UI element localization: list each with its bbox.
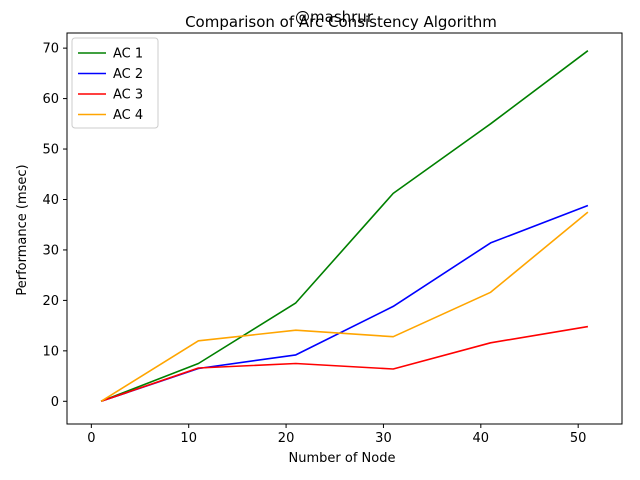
x-tick-label: 20 [278,431,295,446]
y-axis-label: Performance (msec) [15,164,30,295]
y-tick-label: 30 [42,243,59,258]
legend-label-4: AC 4 [113,108,143,123]
x-axis-label: Number of Node [289,451,396,466]
legend-label-2: AC 2 [113,67,143,82]
x-tick-label: 40 [473,431,490,446]
series-line-1 [100,50,589,403]
watermark-text: @mashrur [295,8,374,26]
y-tick-label: 40 [42,193,59,208]
plot-area [100,50,589,403]
axes-frame [66,32,623,425]
legend-label-1: AC 1 [113,47,143,62]
series-line-3 [100,325,589,403]
y-tick-label: 60 [42,92,59,107]
y-tick-label: 10 [42,344,59,359]
legend-box [71,37,159,129]
x-tick-label: 10 [180,431,197,446]
y-tick-label: 50 [42,143,59,158]
y-axis-ticks: 0 10 20 30 40 50 60 70 [42,42,67,410]
y-tick-label: 70 [42,42,59,57]
x-axis-ticks: 0 10 20 30 40 50 [87,424,586,446]
legend-label-3: AC 3 [113,88,143,103]
legend: AC 1 AC 2 AC 3 AC 4 [71,37,159,129]
y-tick-label: 20 [42,294,59,309]
chart-title: Comparison of Arc Consistency Algorithm [185,13,497,31]
x-tick-label: 50 [570,431,587,446]
x-tick-label: 0 [87,431,95,446]
series-line-4 [100,211,589,402]
y-tick-label: 0 [51,395,59,410]
x-tick-label: 30 [375,431,392,446]
